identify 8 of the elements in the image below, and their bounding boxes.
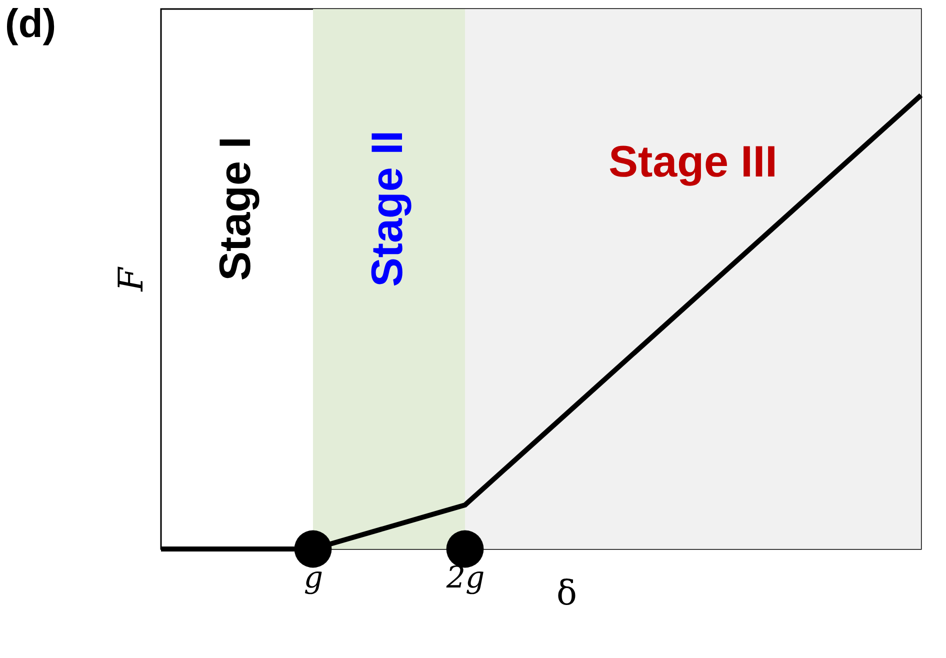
annotation: Stage III	[608, 137, 778, 186]
x-axis-title: δ	[556, 574, 577, 614]
x-tick-label: 2g	[445, 560, 485, 596]
x-tick-label: g	[304, 560, 324, 596]
y-axis-title: F	[112, 266, 152, 292]
band-label: Stage II	[363, 130, 412, 287]
chart-title: (d)	[5, 2, 56, 46]
annotation: Stage I	[211, 136, 260, 281]
